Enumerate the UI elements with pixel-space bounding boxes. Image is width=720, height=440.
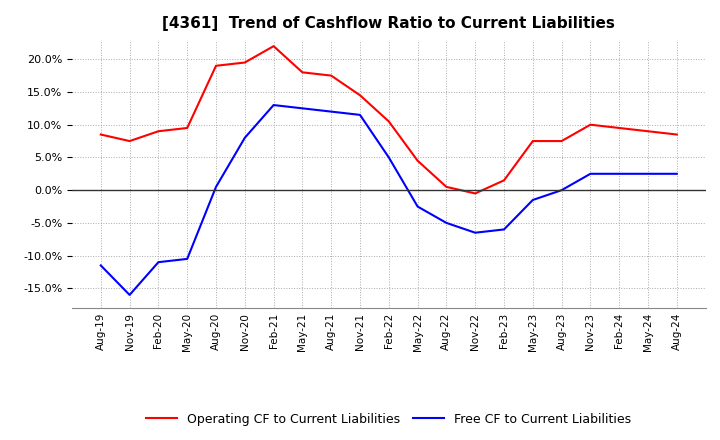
Title: [4361]  Trend of Cashflow Ratio to Current Liabilities: [4361] Trend of Cashflow Ratio to Curren…	[163, 16, 615, 32]
Legend: Operating CF to Current Liabilities, Free CF to Current Liabilities: Operating CF to Current Liabilities, Fre…	[141, 407, 636, 431]
Operating CF to Current Liabilities	[183, 125, 192, 131]
Line: Free CF to Current Liabilities: Free CF to Current Liabilities	[101, 105, 677, 295]
Operating CF to Current Liabilities	[240, 60, 249, 65]
Free CF to Current Liabilities	[154, 260, 163, 265]
Free CF to Current Liabilities	[644, 171, 652, 176]
Free CF to Current Liabilities	[500, 227, 508, 232]
Free CF to Current Liabilities	[586, 171, 595, 176]
Operating CF to Current Liabilities	[212, 63, 220, 69]
Operating CF to Current Liabilities	[471, 191, 480, 196]
Operating CF to Current Liabilities	[528, 139, 537, 144]
Free CF to Current Liabilities	[212, 184, 220, 190]
Operating CF to Current Liabilities	[615, 125, 624, 131]
Operating CF to Current Liabilities	[298, 70, 307, 75]
Free CF to Current Liabilities	[298, 106, 307, 111]
Operating CF to Current Liabilities	[269, 44, 278, 49]
Free CF to Current Liabilities	[615, 171, 624, 176]
Free CF to Current Liabilities	[125, 292, 134, 297]
Free CF to Current Liabilities	[96, 263, 105, 268]
Operating CF to Current Liabilities	[586, 122, 595, 127]
Operating CF to Current Liabilities	[500, 178, 508, 183]
Free CF to Current Liabilities	[442, 220, 451, 226]
Free CF to Current Liabilities	[471, 230, 480, 235]
Operating CF to Current Liabilities	[442, 184, 451, 190]
Free CF to Current Liabilities	[240, 135, 249, 140]
Free CF to Current Liabilities	[384, 155, 393, 160]
Free CF to Current Liabilities	[413, 204, 422, 209]
Free CF to Current Liabilities	[327, 109, 336, 114]
Operating CF to Current Liabilities	[413, 158, 422, 163]
Free CF to Current Liabilities	[672, 171, 681, 176]
Operating CF to Current Liabilities	[644, 128, 652, 134]
Operating CF to Current Liabilities	[125, 139, 134, 144]
Operating CF to Current Liabilities	[96, 132, 105, 137]
Operating CF to Current Liabilities	[356, 92, 364, 98]
Free CF to Current Liabilities	[356, 112, 364, 117]
Free CF to Current Liabilities	[557, 187, 566, 193]
Free CF to Current Liabilities	[528, 198, 537, 203]
Operating CF to Current Liabilities	[327, 73, 336, 78]
Operating CF to Current Liabilities	[672, 132, 681, 137]
Line: Operating CF to Current Liabilities: Operating CF to Current Liabilities	[101, 46, 677, 194]
Operating CF to Current Liabilities	[154, 128, 163, 134]
Free CF to Current Liabilities	[269, 103, 278, 108]
Free CF to Current Liabilities	[183, 256, 192, 261]
Operating CF to Current Liabilities	[557, 139, 566, 144]
Operating CF to Current Liabilities	[384, 119, 393, 124]
